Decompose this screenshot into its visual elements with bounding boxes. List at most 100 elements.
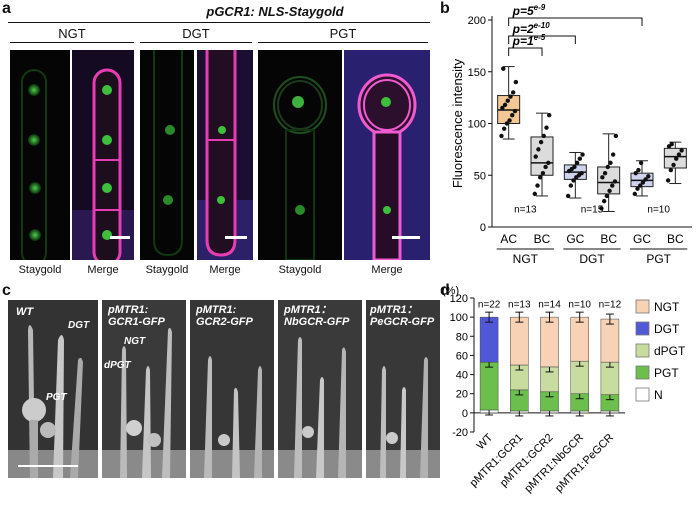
category-label: GC (566, 232, 584, 246)
data-point (540, 170, 546, 176)
sem-image-gcr2: pMTR1: GCR2-GFP (190, 300, 274, 478)
legend-swatch-n (635, 387, 650, 402)
data-point (536, 147, 541, 152)
category-label: pMTR1:GCR2 (498, 432, 556, 490)
data-point (510, 113, 515, 118)
data-point (602, 170, 608, 176)
y-axis-label: (%) (442, 285, 459, 297)
data-point (544, 125, 549, 130)
micrograph-ngt-staygold (10, 50, 70, 260)
data-point (612, 179, 618, 184)
group-label: NGT (513, 252, 539, 266)
comparison-bracket (508, 47, 543, 56)
caption-staygold-2: Staygold (145, 264, 189, 276)
p-value-label: p=5e-9 (512, 3, 546, 18)
y-tick-label: 150 (468, 67, 486, 79)
legend-swatch-dpgt (635, 343, 650, 358)
sem-label-wt: WT (16, 306, 34, 318)
data-point (665, 178, 671, 183)
data-point (676, 152, 682, 157)
data-point (669, 142, 674, 147)
data-point (499, 133, 504, 139)
category-label: BC (667, 232, 684, 246)
caption-merge-3: Merge (371, 264, 403, 276)
group-label-dgt: DGT (182, 26, 210, 41)
data-point (508, 94, 513, 99)
legend-label: NGT (654, 300, 680, 314)
data-point (610, 152, 616, 157)
data-point (604, 193, 610, 199)
micrograph-dgt-merge (197, 50, 253, 260)
sem-label-nbgcr-line2: NbGCR-GFP (284, 316, 350, 328)
legend-swatch-pgt (635, 365, 650, 380)
data-point (635, 186, 640, 191)
sem-image-gcr1: pMTR1: GCR1-GFP NGT dPGT (102, 300, 186, 478)
y-tick-label: 0 (480, 222, 486, 234)
legend-label: dPGT (654, 344, 686, 358)
n-label: n=13 (508, 299, 531, 310)
bar-segment-pgt (479, 361, 499, 411)
data-point (501, 66, 506, 71)
n-label: n=12 (599, 299, 622, 310)
data-point (668, 167, 674, 173)
p-value-exponent: e-10 (534, 21, 551, 30)
micrograph-dgt-staygold (140, 50, 194, 260)
sem-image-wt: WT DGT PGT (8, 300, 98, 478)
y-tick-label: 20 (456, 389, 468, 401)
group-label-pgt: PGT (329, 26, 357, 41)
data-point (646, 174, 651, 179)
y-tick-label: 50 (474, 170, 486, 182)
sem-label-pegcr-line1: pMTR1： (370, 304, 418, 316)
data-point (504, 121, 510, 126)
data-point (674, 156, 679, 161)
group-line-dgt (140, 42, 252, 43)
data-point (574, 160, 580, 166)
micrograph-pgt-merge (344, 50, 430, 260)
data-point (599, 206, 604, 211)
category-label: BC (534, 232, 551, 246)
y-tick-label: 100 (450, 312, 468, 324)
data-point (610, 183, 615, 188)
annotation-pgt: PGT (46, 392, 67, 403)
scale-bar (392, 236, 420, 239)
legend-label: PGT (654, 366, 679, 380)
data-point (510, 90, 516, 95)
annotation-dpgt: dPGT (104, 360, 131, 371)
n-label: n=15 (581, 205, 604, 216)
legend-swatch-ngt (635, 299, 650, 314)
data-point (538, 139, 544, 145)
legend-label: DGT (654, 322, 680, 336)
panel-c-letter: c (2, 282, 11, 299)
sem-label-nbgcr-line1: pMTR1： (284, 304, 332, 316)
y-tick-label: 120 (450, 293, 468, 305)
data-point (543, 164, 548, 170)
data-point (507, 118, 512, 123)
n-label: n=22 (478, 299, 501, 310)
caption-staygold-1: Staygold (18, 264, 62, 276)
data-point (671, 162, 676, 168)
data-point (608, 160, 613, 166)
data-point (600, 175, 605, 180)
scale-bar (225, 236, 247, 239)
data-point (579, 170, 584, 176)
data-point (500, 105, 505, 111)
comparison-bracket (508, 17, 643, 26)
data-point (632, 191, 637, 197)
data-point (513, 79, 519, 85)
group-label: DGT (579, 252, 605, 266)
data-point (636, 167, 641, 173)
data-point (638, 183, 643, 188)
group-label: PGT (646, 252, 671, 266)
n-label: n=14 (538, 299, 561, 310)
data-point (572, 164, 577, 170)
bar-segment-ngt (600, 318, 620, 363)
y-tick-label: 60 (456, 350, 468, 362)
box-plot: 0 50 100 150 200 Fluorescence intensity AC BC G… (450, 3, 692, 266)
category-label: pMTR1:GCR1 (468, 432, 526, 490)
legend-swatch-dgt (635, 321, 650, 336)
data-point (512, 108, 518, 114)
micrograph-ngt-merge (72, 50, 134, 260)
panel-d-letter: d (440, 282, 450, 299)
caption-merge-1: Merge (87, 264, 119, 276)
bar-segment-ngt (540, 316, 559, 368)
